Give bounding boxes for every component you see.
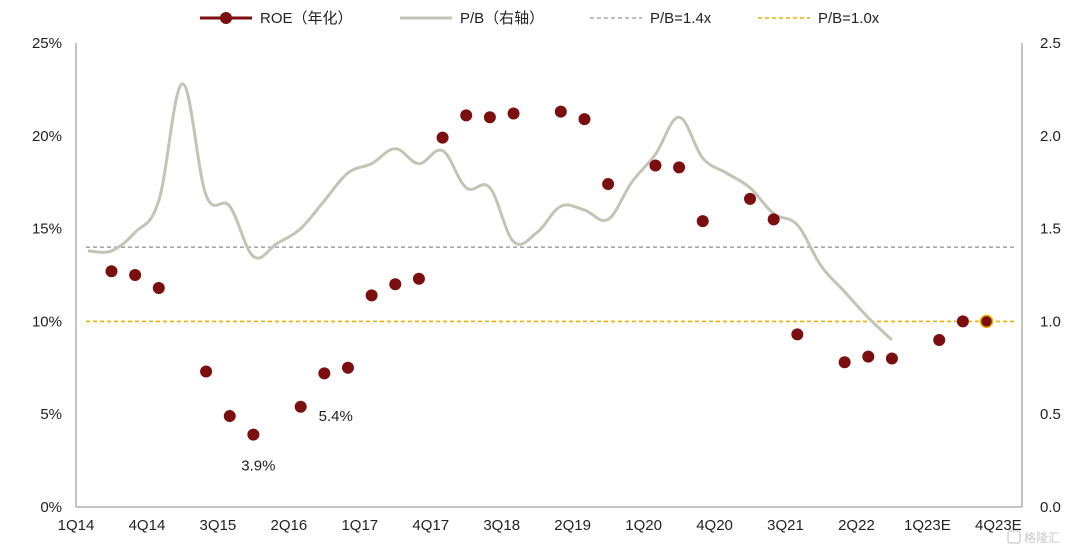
roe-point <box>247 428 260 441</box>
roe-point <box>673 161 686 174</box>
roe-point <box>152 281 165 294</box>
roe-point <box>838 356 851 369</box>
roe-point <box>507 107 520 120</box>
legend-label: ROE（年化） <box>260 10 353 27</box>
roe-point <box>436 131 449 144</box>
roe-point <box>602 178 615 191</box>
roe-point <box>696 215 709 228</box>
roe-point <box>129 269 142 281</box>
gelonghui-logo-icon <box>1007 530 1021 544</box>
legend-roe-marker <box>220 12 232 24</box>
right-y-tick-label: 0.0 <box>1040 499 1061 516</box>
roe-point <box>341 361 354 374</box>
left-y-tick-label: 20% <box>32 128 62 145</box>
right-y-tick-label: 0.5 <box>1040 406 1061 423</box>
x-tick-label: 1Q23E <box>904 517 951 534</box>
roe-point <box>389 278 402 291</box>
x-tick-label: 4Q20 <box>696 517 733 534</box>
left-y-tick-label: 25% <box>32 35 62 52</box>
x-tick-label: 3Q21 <box>767 517 804 534</box>
roe-point <box>862 350 875 363</box>
x-tick-label: 4Q14 <box>129 517 166 534</box>
pb-line <box>87 82 893 342</box>
roe-point <box>767 213 780 226</box>
roe-point <box>933 333 946 346</box>
reference-lines <box>86 246 1016 323</box>
legend-label: P/B（右轴） <box>460 10 544 27</box>
right-y-tick-label: 1.5 <box>1040 221 1061 238</box>
roe-point <box>980 315 993 328</box>
x-tick-label: 2Q22 <box>838 517 875 534</box>
roe-data-label: 3.9% <box>241 458 275 475</box>
right-y-tick-label: 2.0 <box>1040 128 1061 145</box>
roe-point <box>483 111 496 124</box>
right-y-tick-label: 2.5 <box>1040 35 1061 52</box>
roe-point <box>223 410 236 423</box>
x-tick-label: 1Q20 <box>625 517 662 534</box>
legend-label: P/B=1.0x <box>818 10 880 27</box>
x-tick-label: 3Q18 <box>483 517 520 534</box>
left-y-tick-label: 5% <box>40 406 62 423</box>
roe-data-label: 5.4% <box>319 408 353 425</box>
watermark: 格隆汇 <box>1007 530 1060 545</box>
watermark-text: 格隆汇 <box>1024 530 1060 545</box>
right-y-tick-label: 1.0 <box>1040 313 1061 330</box>
roe-point <box>578 113 591 126</box>
x-tick-label: 2Q16 <box>270 517 307 534</box>
axes-frame <box>75 43 1023 508</box>
roe-point <box>318 367 331 380</box>
roe-point <box>885 352 898 365</box>
roe-point <box>365 289 378 302</box>
roe-point <box>744 192 757 205</box>
roe-point <box>554 105 567 118</box>
roe-point <box>956 315 969 328</box>
roe-point-highlight <box>979 314 994 329</box>
roe-point <box>200 365 213 378</box>
axis-ticks: 0% 5% 10% 15% 20% 25% 0.0 0.5 1.0 1.5 2.0 2.5 1Q14 4Q… <box>32 35 1061 534</box>
x-tick-label: 3Q15 <box>200 517 237 534</box>
roe-point <box>412 272 425 285</box>
roe-point <box>460 109 473 122</box>
legend: ROE（年化） P/B（右轴） P/B=1.4x P/B=1.0x <box>200 10 880 27</box>
pb-series <box>87 82 893 342</box>
left-y-tick-label: 10% <box>32 313 62 330</box>
data-labels: 3.9% 5.4% 7.8% <box>241 0 926 475</box>
legend-label: P/B=1.4x <box>650 10 712 27</box>
x-tick-label: 1Q14 <box>58 517 95 534</box>
x-tick-label: 2Q19 <box>554 517 591 534</box>
x-tick-label: 4Q23E <box>975 517 1022 534</box>
x-tick-label: 4Q17 <box>412 517 449 534</box>
x-tick-label: 1Q17 <box>341 517 378 534</box>
roe-series <box>105 105 994 441</box>
left-y-tick-label: 15% <box>32 221 62 238</box>
left-y-tick-label: 0% <box>40 499 62 516</box>
roe-point <box>791 328 804 341</box>
roe-point <box>649 159 662 172</box>
roe-point <box>294 400 307 413</box>
roe-point <box>105 265 118 278</box>
roe-data-label: 7.8% <box>892 0 926 4</box>
